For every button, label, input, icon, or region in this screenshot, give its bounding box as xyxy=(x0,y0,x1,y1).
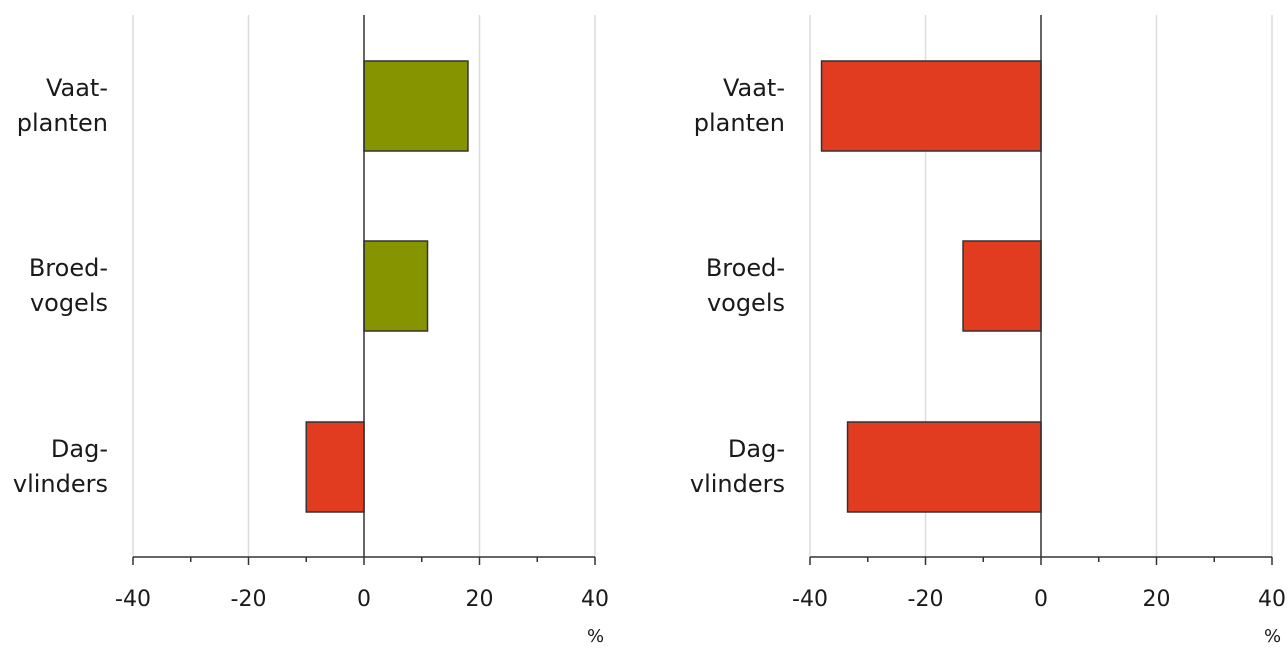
x-tick-label: 0 xyxy=(1034,587,1048,612)
category-label: Dag-vlinders xyxy=(690,435,785,498)
x-tick-label: 0 xyxy=(357,587,371,612)
category-label-line: planten xyxy=(694,109,785,137)
category-label-line: vogels xyxy=(707,289,785,317)
x-tick-label: 20 xyxy=(466,587,494,612)
category-label-line: planten xyxy=(17,109,108,137)
x-axis-unit-label: % xyxy=(587,626,604,647)
category-label-line: Vaat- xyxy=(46,74,108,102)
bar-2 xyxy=(363,240,429,332)
category-label-line: Vaat- xyxy=(723,74,785,102)
x-tick-label: 20 xyxy=(1143,587,1171,612)
bar-1 xyxy=(820,60,1042,152)
category-label: Vaat-planten xyxy=(17,74,108,137)
bar-3 xyxy=(846,421,1042,513)
x-tick-label: -20 xyxy=(231,587,267,612)
bar-2 xyxy=(962,240,1042,332)
chart-panel-1: -40 -20 0 20 40% Vaat-planten Broed-vogels Dag-… xyxy=(13,15,609,647)
category-label-line: Broed- xyxy=(29,254,108,282)
category-label: Broed-vogels xyxy=(29,254,108,317)
bar-3 xyxy=(305,421,365,513)
chart-panel-2: -40 -20 0 20 40% Vaat-planten Broed-vogels Dag-… xyxy=(690,15,1286,647)
x-tick-label: 40 xyxy=(581,587,609,612)
x-tick-label: -40 xyxy=(792,587,828,612)
category-label-line: Dag- xyxy=(51,435,108,463)
x-tick-label: -20 xyxy=(908,587,944,612)
bar-1 xyxy=(363,60,469,152)
x-tick-label: -40 xyxy=(115,587,151,612)
category-label: Broed-vogels xyxy=(706,254,785,317)
category-label: Vaat-planten xyxy=(694,74,785,137)
category-label-line: Dag- xyxy=(728,435,785,463)
category-label-line: vogels xyxy=(30,289,108,317)
category-label-line: Broed- xyxy=(706,254,785,282)
category-label: Dag-vlinders xyxy=(13,435,108,498)
category-label-line: vlinders xyxy=(690,470,785,498)
category-label-line: vlinders xyxy=(13,470,108,498)
x-axis-unit-label: % xyxy=(1264,626,1281,647)
x-tick-label: 40 xyxy=(1258,587,1286,612)
